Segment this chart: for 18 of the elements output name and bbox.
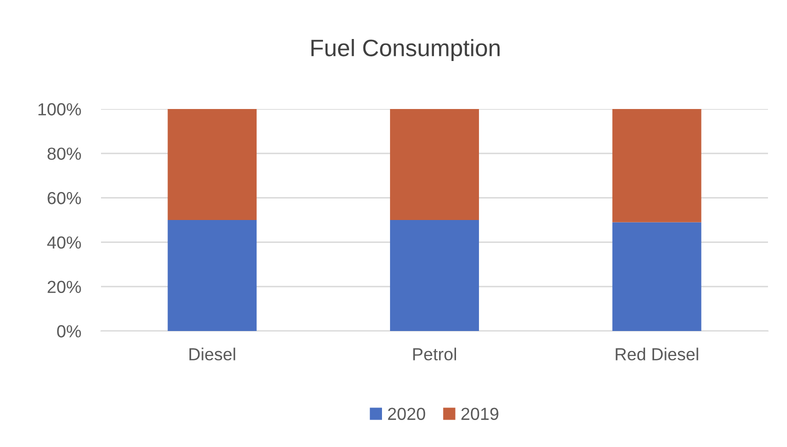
y-tick-label: 40% <box>47 236 81 249</box>
bar <box>612 222 702 331</box>
legend-label: 2019 <box>461 408 498 420</box>
x-tick-label: Petrol <box>413 348 456 360</box>
y-tick-label: 60% <box>48 192 81 204</box>
x-tick-label: Diesel <box>189 348 236 360</box>
y-tick-label: 80% <box>48 148 81 160</box>
bar <box>390 220 479 331</box>
x-tick-label: Red Diesel <box>616 348 698 360</box>
bar <box>168 220 257 331</box>
bar <box>168 109 257 220</box>
y-tick-label: 20% <box>48 280 81 294</box>
y-tick-label: 0% <box>57 325 81 338</box>
y-tick-label: 100% <box>38 103 81 116</box>
legend-label: 2020 <box>388 408 426 420</box>
bar <box>390 109 479 220</box>
chart-title: Fuel Consumption <box>311 38 500 62</box>
bar <box>612 109 702 222</box>
